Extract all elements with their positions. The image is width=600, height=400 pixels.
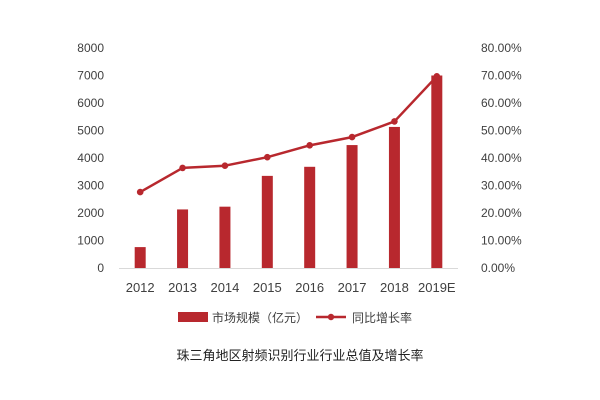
line-point (348, 133, 356, 141)
bar (304, 166, 316, 268)
left-tick-label: 2000 (77, 206, 104, 220)
x-tick-label: 2016 (295, 280, 324, 295)
x-tick-label: 2012 (126, 280, 155, 295)
x-tick-label: 2019E (418, 280, 456, 295)
bar (177, 209, 189, 268)
right-tick-label: 30.00% (481, 179, 522, 193)
left-tick-label: 0 (97, 261, 104, 275)
bar-series (134, 75, 443, 268)
line-point (221, 162, 229, 169)
growth-line (139, 75, 438, 194)
left-tick-label: 4000 (77, 151, 104, 165)
line-point (391, 118, 398, 125)
bar (388, 126, 400, 268)
left-tick-label: 1000 (77, 234, 104, 248)
x-tick-label: 2018 (380, 280, 409, 295)
right-tick-label: 70.00% (481, 69, 522, 83)
chart-title: 珠三角地区射频识别行业行业总值及增长率 (176, 349, 424, 364)
line-point (264, 153, 271, 161)
legend: 市场规模（亿元） 同比增长率 (178, 310, 412, 325)
bar (134, 247, 146, 268)
left-tick-label: 6000 (77, 96, 104, 110)
line-point (136, 188, 144, 196)
right-tick-label: 40.00% (481, 151, 522, 165)
line-point (179, 164, 186, 172)
left-tick-label: 5000 (77, 124, 104, 138)
x-tick-label: 2013 (168, 280, 197, 295)
right-tick-label: 20.00% (481, 206, 522, 220)
right-tick-label: 0.00% (481, 261, 515, 275)
x-tick-label: 2014 (210, 280, 239, 295)
right-tick-label: 80.00% (481, 41, 522, 55)
left-axis-ticks: 0 1000 2000 3000 4000 5000 6000 7000 8000 (77, 41, 104, 275)
bar (431, 75, 443, 268)
bar (219, 206, 231, 268)
bar (261, 175, 273, 268)
left-tick-label: 8000 (77, 41, 104, 55)
line-point (433, 73, 441, 80)
right-tick-label: 50.00% (481, 124, 522, 138)
legend-bar-label: 市场规模（亿元） (212, 310, 308, 325)
x-axis-ticks: 2012 2013 2014 2015 2016 2017 2018 2019E (126, 280, 456, 295)
legend-bar-swatch (178, 312, 208, 322)
x-tick-label: 2017 (338, 280, 367, 295)
right-axis-ticks: 0.00% 10.00% 20.00% 30.00% 40.00% 50.00% 60.00… (481, 41, 522, 275)
line-series (136, 73, 441, 196)
x-tick-label: 2015 (253, 280, 282, 295)
line-point (306, 142, 313, 149)
left-tick-label: 7000 (77, 69, 104, 83)
right-tick-label: 10.00% (481, 234, 522, 248)
legend-line-label: 同比增长率 (352, 310, 412, 325)
right-tick-label: 60.00% (481, 96, 522, 110)
bar (346, 145, 358, 268)
left-tick-label: 3000 (77, 179, 104, 193)
legend-line-marker (327, 313, 335, 321)
